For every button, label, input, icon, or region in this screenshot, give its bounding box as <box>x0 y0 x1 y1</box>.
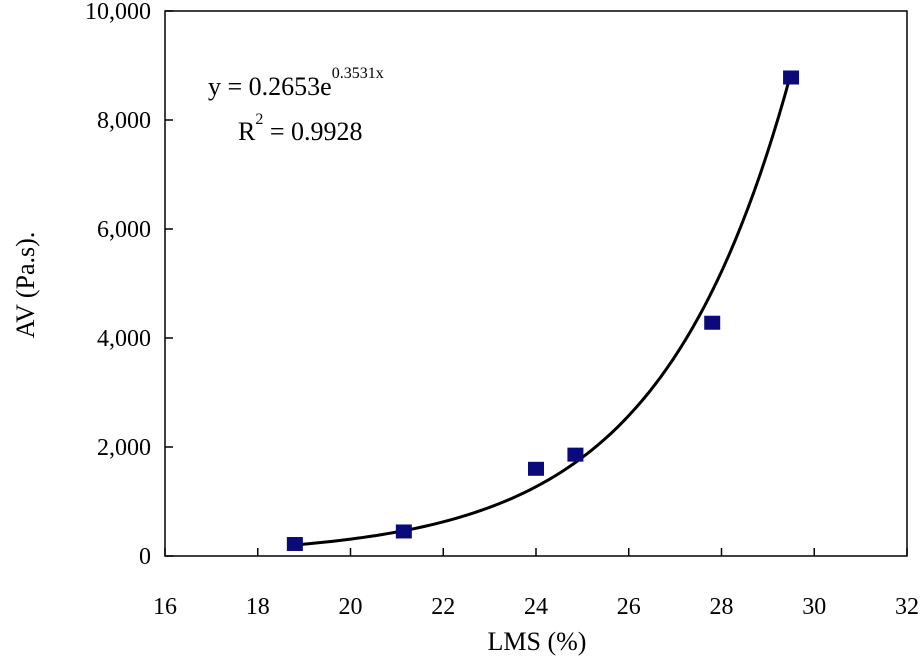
x-tick-label: 30 <box>802 594 826 620</box>
r-squared-base: R <box>238 117 256 146</box>
y-tick-label: 4,000 <box>97 326 151 352</box>
x-tick-label: 28 <box>710 594 734 620</box>
y-axis-title: AV (Pa.s). <box>11 232 40 339</box>
x-tick-label: 32 <box>895 594 919 620</box>
trend-equation-exponent: 0.3531x <box>332 65 384 82</box>
x-tick-label: 22 <box>431 594 455 620</box>
trend-equation: y = 0.2653e0.3531x <box>208 65 384 101</box>
data-point <box>567 447 584 462</box>
x-axis-title: LMS (%) <box>488 627 587 656</box>
r-squared: R2 = 0.9928 <box>238 111 363 146</box>
x-axis-ticks: 16 18 20 22 24 26 28 30 32 <box>153 548 919 620</box>
y-tick-label: 10,000 <box>85 0 151 25</box>
data-point <box>286 537 303 552</box>
y-tick-label: 6,000 <box>97 217 151 243</box>
y-tick-label: 8,000 <box>97 108 151 134</box>
r-squared-exponent: 2 <box>255 111 263 128</box>
x-tick-label: 16 <box>153 594 177 620</box>
data-point <box>395 524 412 539</box>
x-tick-label: 24 <box>524 594 548 620</box>
x-tick-label: 26 <box>617 594 641 620</box>
x-tick-label: 18 <box>246 594 270 620</box>
r-squared-value: = 0.9928 <box>263 117 362 146</box>
data-points <box>286 70 800 552</box>
x-tick-label: 20 <box>339 594 363 620</box>
data-point <box>704 315 721 330</box>
y-tick-label: 0 <box>139 544 151 570</box>
trendline <box>294 72 793 547</box>
trend-equation-base: y = 0.2653e <box>208 72 332 101</box>
data-point <box>783 70 800 85</box>
y-axis-ticks: 0 2,000 4,000 6,000 8,000 10,000 <box>85 0 173 570</box>
data-point <box>528 461 544 476</box>
y-tick-label: 2,000 <box>97 435 151 461</box>
